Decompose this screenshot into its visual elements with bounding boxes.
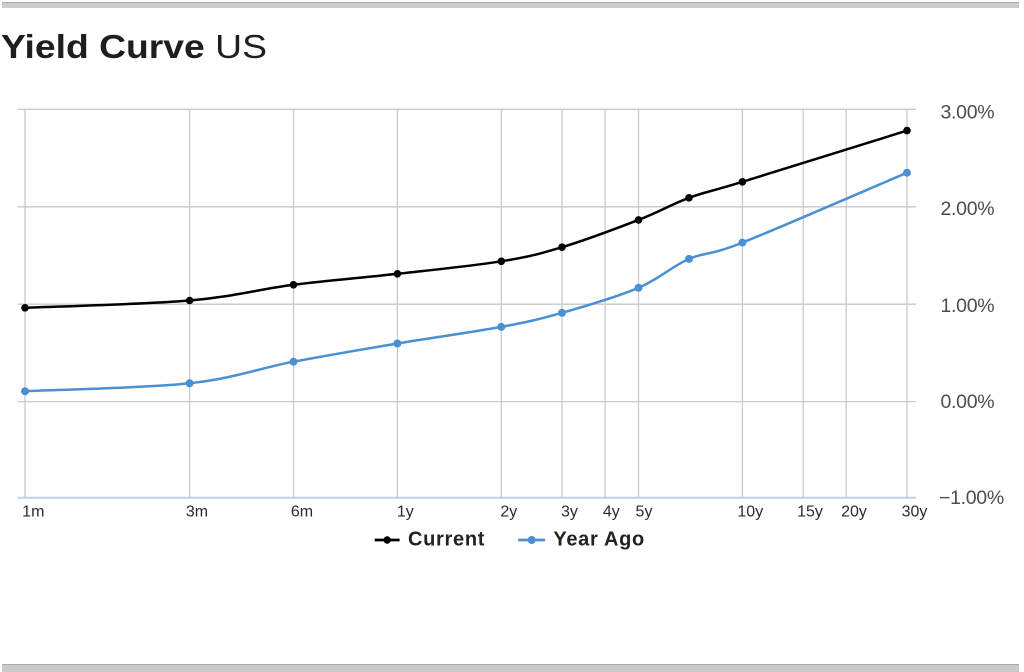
- svg-text:1.00%: 1.00%: [941, 295, 995, 317]
- svg-text:30y: 30y: [902, 504, 928, 521]
- svg-text:Year Ago: Year Ago: [553, 529, 645, 551]
- svg-text:3.00%: 3.00%: [941, 102, 995, 124]
- svg-text:2y: 2y: [500, 504, 517, 521]
- svg-text:−1.00%: −1.00%: [939, 487, 1004, 509]
- svg-text:3m: 3m: [186, 504, 208, 521]
- svg-text:1m: 1m: [22, 504, 44, 521]
- svg-text:2.00%: 2.00%: [941, 198, 995, 220]
- svg-text:1y: 1y: [397, 504, 414, 521]
- svg-text:10y: 10y: [737, 504, 763, 521]
- svg-text:6m: 6m: [291, 504, 313, 521]
- svg-text:Current: Current: [408, 529, 485, 551]
- svg-text:5y: 5y: [636, 504, 653, 521]
- svg-text:3y: 3y: [561, 504, 578, 521]
- svg-text:0.00%: 0.00%: [941, 391, 995, 413]
- svg-text:20y: 20y: [841, 504, 867, 521]
- svg-text:4y: 4y: [603, 504, 620, 521]
- svg-text:15y: 15y: [797, 504, 823, 521]
